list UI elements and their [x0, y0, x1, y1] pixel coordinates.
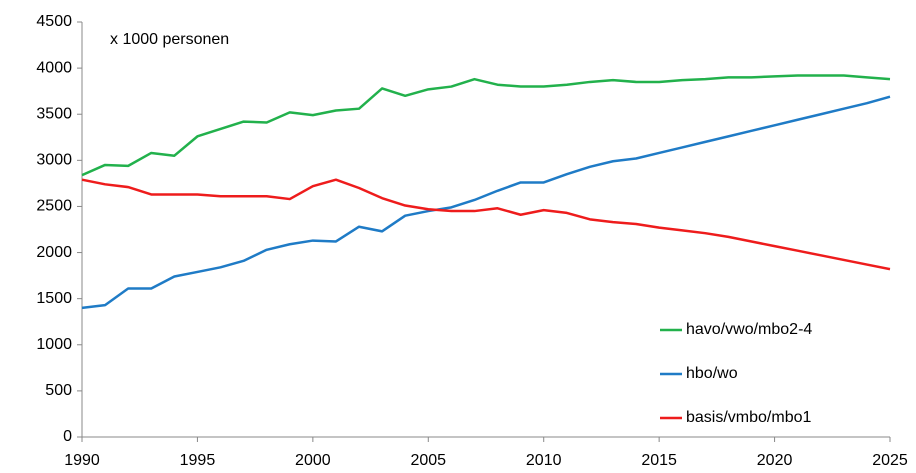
line	[81, 74, 891, 177]
y-tick-label: 2000	[36, 244, 72, 261]
x-tick-label: 1990	[64, 452, 100, 469]
line	[81, 95, 891, 310]
y-tick-label: 0	[63, 428, 72, 445]
y-tick-label: 4500	[36, 13, 72, 30]
annotation: x 1000 personen	[110, 31, 229, 48]
legend-label: havo/vwo/mbo2-4	[686, 321, 812, 338]
y-tick-label: 3000	[36, 152, 72, 169]
line	[81, 178, 891, 271]
y-tick-label: 2500	[36, 198, 72, 215]
x-tick-label: 2025	[872, 452, 908, 469]
y-tick-label: 4000	[36, 59, 72, 76]
x-tick-label: 2015	[641, 452, 677, 469]
x-tick-label: 2005	[410, 452, 446, 469]
x-tick-label: 2020	[757, 452, 793, 469]
x-tick-label: 2000	[295, 452, 331, 469]
x-tick-label: 1995	[180, 452, 216, 469]
legend-label: basis/vmbo/mbo1	[686, 409, 811, 426]
y-tick-label: 1000	[36, 336, 72, 353]
y-tick-label: 500	[45, 382, 72, 399]
legend-label: hbo/wo	[686, 365, 738, 382]
x-tick-label: 2010	[526, 452, 562, 469]
y-tick-label: 3500	[36, 105, 72, 122]
y-tick-label: 1500	[36, 290, 72, 307]
